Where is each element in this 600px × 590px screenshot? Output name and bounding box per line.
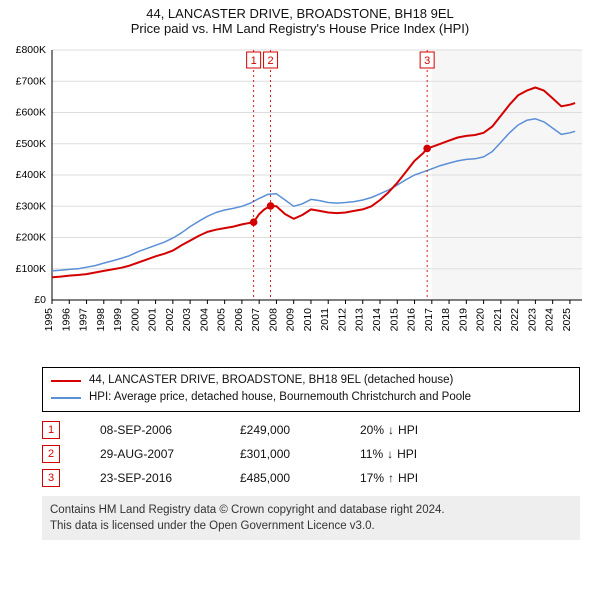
legend-swatch-hpi	[51, 397, 81, 399]
footer-line-1: Contains HM Land Registry data © Crown c…	[50, 502, 572, 518]
sale-diff: 17% ↑ HPI	[360, 471, 418, 485]
table-row: 1 08-SEP-2006 £249,000 20% ↓ HPI	[42, 418, 580, 442]
sale-diff: 11% ↓ HPI	[360, 447, 417, 461]
svg-text:2: 2	[267, 55, 273, 67]
legend-row: HPI: Average price, detached house, Bour…	[51, 389, 571, 406]
arrow-down-icon: ↓	[387, 447, 393, 461]
svg-text:2009: 2009	[285, 308, 297, 332]
sale-marker-badge: 3	[42, 469, 60, 487]
svg-text:2015: 2015	[388, 308, 400, 332]
svg-text:2013: 2013	[354, 308, 366, 332]
legend-swatch-price	[51, 380, 81, 382]
svg-text:1: 1	[251, 55, 257, 67]
svg-text:2023: 2023	[526, 308, 538, 332]
svg-text:1998: 1998	[95, 308, 107, 332]
sale-price: £249,000	[240, 423, 320, 437]
sale-marker-badge: 1	[42, 421, 60, 439]
svg-text:2010: 2010	[302, 308, 314, 332]
svg-text:2024: 2024	[544, 308, 556, 332]
arrow-down-icon: ↓	[388, 423, 394, 437]
svg-text:2002: 2002	[164, 308, 176, 332]
svg-text:£200K: £200K	[16, 232, 46, 244]
sale-price: £301,000	[240, 447, 320, 461]
svg-text:2011: 2011	[319, 308, 331, 331]
license-footer: Contains HM Land Registry data © Crown c…	[42, 496, 580, 540]
table-row: 2 29-AUG-2007 £301,000 11% ↓ HPI	[42, 442, 580, 466]
svg-text:2001: 2001	[147, 308, 159, 332]
sale-marker-badge: 2	[42, 445, 60, 463]
svg-text:£800K: £800K	[16, 44, 46, 56]
title-line-1: 44, LANCASTER DRIVE, BROADSTONE, BH18 9E…	[8, 6, 592, 21]
svg-text:2020: 2020	[475, 308, 487, 332]
svg-text:1995: 1995	[43, 308, 55, 332]
sales-table: 1 08-SEP-2006 £249,000 20% ↓ HPI 2 29-AU…	[42, 418, 580, 490]
svg-text:2025: 2025	[561, 308, 573, 332]
arrow-up-icon: ↑	[388, 471, 394, 485]
svg-text:2008: 2008	[267, 308, 279, 332]
svg-text:3: 3	[424, 55, 430, 67]
svg-text:2019: 2019	[457, 308, 469, 332]
footer-line-2: This data is licensed under the Open Gov…	[50, 518, 572, 534]
title-line-2: Price paid vs. HM Land Registry's House …	[8, 21, 592, 36]
svg-text:2007: 2007	[250, 308, 262, 332]
sale-date: 29-AUG-2007	[100, 447, 200, 461]
svg-text:2022: 2022	[509, 308, 521, 332]
legend-row: 44, LANCASTER DRIVE, BROADSTONE, BH18 9E…	[51, 372, 571, 389]
sale-price: £485,000	[240, 471, 320, 485]
chart-svg: £0 £100K £200K £300K £400K £500K £600K £700K £80…	[8, 42, 592, 352]
svg-text:2012: 2012	[336, 308, 348, 332]
svg-text:£0: £0	[34, 294, 46, 306]
svg-text:£600K: £600K	[16, 107, 46, 119]
svg-text:2003: 2003	[181, 308, 193, 332]
svg-text:2004: 2004	[198, 308, 210, 332]
svg-text:2021: 2021	[492, 308, 504, 332]
sale-date: 23-SEP-2016	[100, 471, 200, 485]
table-row: 3 23-SEP-2016 £485,000 17% ↑ HPI	[42, 466, 580, 490]
legend-label-hpi: HPI: Average price, detached house, Bour…	[89, 389, 471, 406]
svg-text:2014: 2014	[371, 308, 383, 332]
svg-text:£700K: £700K	[16, 75, 46, 87]
figure-container: 44, LANCASTER DRIVE, BROADSTONE, BH18 9E…	[0, 0, 600, 548]
svg-text:1996: 1996	[60, 308, 72, 332]
svg-text:2005: 2005	[216, 308, 228, 332]
chart-area: £0 £100K £200K £300K £400K £500K £600K £700K £80…	[8, 42, 592, 357]
svg-text:£100K: £100K	[16, 263, 46, 275]
svg-text:£500K: £500K	[16, 138, 46, 150]
svg-text:2016: 2016	[406, 308, 418, 332]
svg-text:2006: 2006	[233, 308, 245, 332]
svg-text:1997: 1997	[78, 308, 90, 332]
svg-text:1999: 1999	[112, 308, 124, 332]
legend-box: 44, LANCASTER DRIVE, BROADSTONE, BH18 9E…	[42, 367, 580, 412]
svg-text:£300K: £300K	[16, 200, 46, 212]
svg-text:2000: 2000	[129, 308, 141, 332]
sale-diff: 20% ↓ HPI	[360, 423, 418, 437]
svg-text:£400K: £400K	[16, 169, 46, 181]
sale-date: 08-SEP-2006	[100, 423, 200, 437]
svg-text:2018: 2018	[440, 308, 452, 332]
svg-text:2017: 2017	[423, 308, 435, 332]
legend-label-price: 44, LANCASTER DRIVE, BROADSTONE, BH18 9E…	[89, 372, 453, 389]
